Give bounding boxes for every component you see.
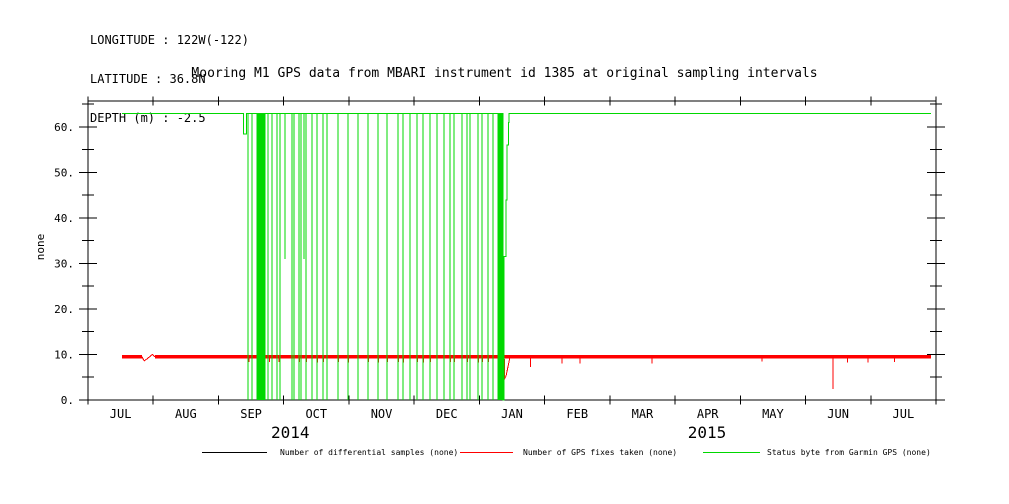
legend-label-gps-fixes: Number of GPS fixes taken (none)	[523, 447, 678, 457]
legend-swatch-differential-samples	[202, 451, 267, 453]
legend-swatch-garmin-status	[703, 451, 760, 453]
month-label: JUL	[110, 407, 132, 421]
month-label: JUL	[893, 407, 915, 421]
month-label: FEB	[566, 407, 588, 421]
legend-label-differential-samples: Number of differential samples (none)	[280, 447, 459, 457]
month-label: AUG	[175, 407, 197, 421]
plot-frame	[87, 100, 937, 401]
y-tick-label: 60.	[54, 121, 74, 134]
year-label: 2014	[271, 423, 310, 442]
month-label: MAY	[762, 407, 784, 421]
series-gps-fixes	[155, 356, 931, 390]
legend-item-garmin-status: Status byte from Garmin GPS (none)	[703, 444, 931, 460]
y-tick-label: 10.	[54, 348, 74, 361]
depth-text: DEPTH (m) : -2.5	[90, 111, 206, 125]
month-label: JUN	[827, 407, 849, 421]
chart-title: Mooring M1 GPS data from MBARI instrumen…	[191, 66, 818, 81]
month-label: NOV	[371, 407, 393, 421]
station-info: LONGITUDE : 122W(-122) LATITUDE : 36.8N …	[90, 8, 249, 151]
legend-swatch-gps-fixes	[460, 451, 513, 453]
legend-item-gps-fixes: Number of GPS fixes taken (none)	[460, 444, 677, 460]
month-label: APR	[697, 407, 719, 421]
latitude-text: LATITUDE : 36.8N	[90, 72, 206, 86]
y-tick-label: 30.	[54, 257, 74, 270]
y-tick-label: 20.	[54, 303, 74, 316]
series-gps-fixes	[141, 353, 156, 362]
y-tick-label: 50.	[54, 166, 74, 179]
month-label: OCT	[305, 407, 327, 421]
longitude-text: LONGITUDE : 122W(-122)	[90, 33, 249, 47]
legend-item-differential-samples: Number of differential samples (none)	[202, 444, 458, 460]
y-tick-label: 40.	[54, 212, 74, 225]
y-axis-label: none	[34, 234, 47, 261]
month-label: DEC	[436, 407, 458, 421]
series-garmin-status	[122, 112, 931, 401]
legend-label-garmin-status: Status byte from Garmin GPS (none)	[767, 447, 931, 457]
month-label: MAR	[632, 407, 654, 421]
month-label: JAN	[501, 407, 523, 421]
year-label: 2015	[688, 423, 727, 442]
y-tick-label: 0.	[61, 394, 74, 407]
legend: Number of differential samples (none) Nu…	[0, 444, 1009, 460]
month-label: SEP	[240, 407, 262, 421]
